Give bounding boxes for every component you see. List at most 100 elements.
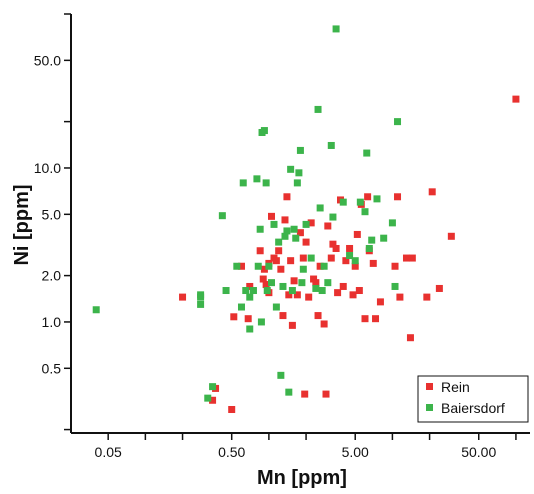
- data-point: [406, 334, 414, 342]
- data-point: [320, 320, 328, 328]
- data-point: [279, 282, 287, 290]
- data-point: [197, 300, 205, 308]
- data-point: [285, 291, 293, 299]
- data-point: [423, 293, 431, 301]
- data-point: [230, 313, 238, 321]
- data-point: [256, 247, 264, 255]
- data-point: [339, 198, 347, 206]
- data-point: [327, 254, 335, 262]
- y-tick-label: 2.0: [42, 268, 62, 284]
- data-point: [288, 287, 296, 295]
- data-point: [376, 298, 384, 306]
- legend-marker-rein: [426, 383, 433, 390]
- data-point: [197, 291, 205, 299]
- legend: Rein Baiersdorf: [417, 375, 529, 423]
- data-point: [293, 179, 301, 187]
- data-point: [277, 265, 285, 273]
- data-point: [394, 193, 402, 201]
- data-point: [253, 175, 261, 183]
- x-tick-label: 0.50: [218, 444, 245, 460]
- y-tick-label: 0.5: [42, 360, 62, 376]
- data-point: [268, 279, 276, 287]
- data-point: [329, 240, 337, 248]
- data-point: [364, 193, 372, 201]
- data-point: [259, 275, 267, 283]
- data-point: [246, 325, 254, 333]
- data-point: [391, 262, 399, 270]
- legend-marker-baiersdorf: [426, 404, 433, 411]
- data-point: [320, 262, 328, 270]
- series-baiersdorf: [92, 25, 402, 402]
- data-point: [268, 212, 276, 220]
- data-point: [305, 293, 313, 301]
- data-point: [402, 254, 410, 262]
- data-point: [244, 315, 252, 323]
- data-point: [204, 394, 212, 402]
- data-point: [368, 236, 376, 244]
- data-points: [92, 25, 520, 414]
- data-point: [277, 371, 285, 379]
- data-point: [288, 321, 296, 329]
- data-point: [209, 396, 217, 404]
- data-point: [322, 390, 330, 398]
- data-point: [369, 259, 377, 267]
- x-tick-label: 0.05: [95, 444, 122, 460]
- data-point: [302, 238, 310, 246]
- data-point: [283, 227, 291, 235]
- data-point: [293, 291, 301, 299]
- data-point: [298, 279, 306, 287]
- data-point: [285, 388, 293, 396]
- data-point: [307, 254, 315, 262]
- data-point: [246, 282, 254, 290]
- data-point: [260, 265, 268, 273]
- data-point: [218, 212, 226, 220]
- data-point: [353, 230, 361, 238]
- data-point: [428, 188, 436, 196]
- data-point: [349, 291, 357, 299]
- data-point: [346, 244, 354, 252]
- data-point: [396, 293, 404, 301]
- data-point: [312, 279, 320, 287]
- data-point: [299, 254, 307, 262]
- data-point: [246, 293, 254, 301]
- data-point: [342, 257, 350, 265]
- data-point: [380, 234, 388, 242]
- data-point: [237, 262, 245, 270]
- data-point: [388, 219, 396, 227]
- data-point: [281, 216, 289, 224]
- data-point: [324, 222, 332, 230]
- data-point: [301, 390, 309, 398]
- data-point: [296, 229, 304, 237]
- data-point: [275, 247, 283, 255]
- x-tick-label: 5.00: [342, 444, 369, 460]
- data-point: [356, 198, 364, 206]
- data-point: [92, 306, 100, 314]
- data-point: [316, 262, 324, 270]
- data-point: [346, 252, 354, 260]
- legend-box: [417, 375, 529, 423]
- axes: 0.05 0.50 5.00 50.00 0.5 1.0 2.0 5.0 10.0 50.0: [34, 13, 530, 460]
- data-point: [257, 318, 265, 326]
- data-point: [365, 244, 373, 252]
- data-point: [287, 257, 295, 265]
- y-tick-label: 10.0: [34, 160, 61, 176]
- data-point: [290, 277, 298, 285]
- data-point: [222, 287, 230, 295]
- data-point: [279, 312, 287, 320]
- data-point: [262, 281, 270, 289]
- x-axis-title: Mn [ppm]: [257, 467, 347, 489]
- legend-label-baiersdorf: Baiersdorf: [441, 400, 505, 416]
- data-point: [260, 127, 268, 135]
- data-point: [314, 105, 322, 113]
- data-point: [295, 169, 303, 177]
- legend-label-rein: Rein: [441, 379, 470, 395]
- data-point: [334, 289, 342, 297]
- data-point: [339, 282, 347, 290]
- data-point: [351, 262, 359, 270]
- data-point: [299, 265, 307, 273]
- data-point: [272, 303, 280, 311]
- data-point: [329, 213, 337, 221]
- data-point: [179, 293, 187, 301]
